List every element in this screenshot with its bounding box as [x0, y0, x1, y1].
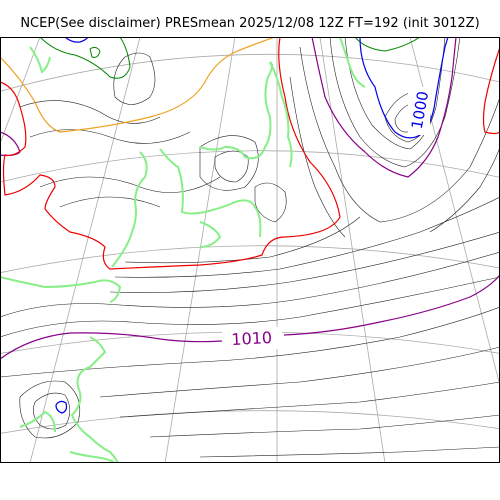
meridian	[164, 37, 236, 463]
contour-label-1010: 1010	[222, 327, 282, 349]
map-title: NCEP(See disclaimer) PRESmean 2025/12/08…	[20, 16, 480, 31]
isobar-green	[39, 37, 421, 79]
isobar-1000-top	[64, 37, 89, 43]
contour-label-1000: 1000	[408, 87, 432, 135]
isobar-1000-small	[55, 400, 68, 414]
label-1010-text: 1010	[231, 328, 273, 349]
isobar-orange	[0, 37, 276, 133]
meridian	[0, 37, 41, 145]
isobar-1012	[0, 37, 341, 270]
pressure-map: 1000 1010	[0, 37, 500, 463]
latitude-circle	[0, 150, 500, 183]
coastline	[0, 37, 366, 463]
latitude-circle	[0, 245, 500, 274]
isobar-1010-right	[283, 274, 500, 336]
isobar-1012-right	[482, 46, 500, 135]
meridian	[319, 37, 386, 463]
isobar-1010-upper	[311, 37, 457, 178]
isobar-1010	[0, 332, 223, 360]
isobar-1000	[359, 37, 449, 139]
isobars-thin	[0, 37, 500, 458]
graticule	[0, 37, 500, 463]
latitude-circle	[0, 53, 500, 92]
meridian	[29, 37, 141, 463]
